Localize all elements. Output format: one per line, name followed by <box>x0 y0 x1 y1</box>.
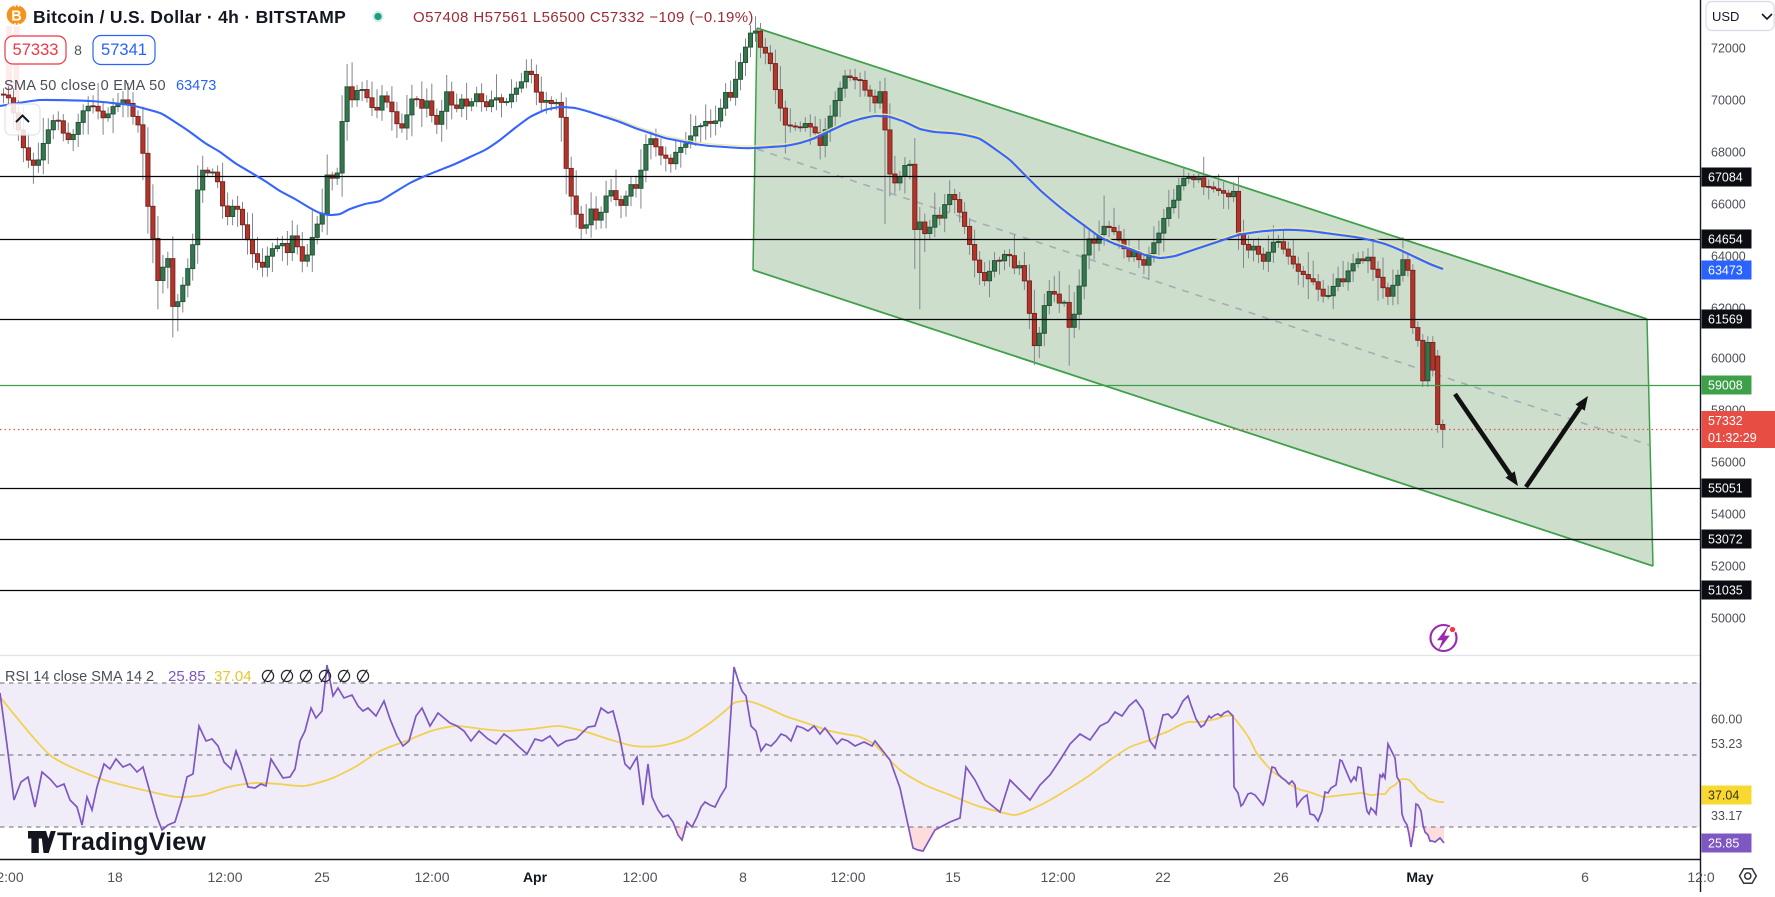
svg-text:Bitcoin / U.S. Dollar · 4h · B: Bitcoin / U.S. Dollar · 4h · BITSTAMP <box>33 7 346 27</box>
svg-text:60000: 60000 <box>1711 352 1746 366</box>
svg-text:53.23: 53.23 <box>1711 737 1742 751</box>
svg-text:26: 26 <box>1273 869 1289 885</box>
svg-text:55051: 55051 <box>1708 482 1743 496</box>
svg-text:57333: 57333 <box>13 41 59 59</box>
svg-text:60.00: 60.00 <box>1711 713 1742 727</box>
svg-text:64654: 64654 <box>1708 233 1743 247</box>
svg-text:57332: 57332 <box>1708 414 1743 428</box>
svg-text:18: 18 <box>107 869 123 885</box>
svg-text:RSI 14 close SMA 14 2: RSI 14 close SMA 14 2 <box>5 669 154 685</box>
svg-text:54000: 54000 <box>1711 508 1746 522</box>
svg-text:O57408 H57561 L56500 C57332 −1: O57408 H57561 L56500 C57332 −109 (−0.19%… <box>413 9 754 26</box>
svg-text:68000: 68000 <box>1711 146 1746 160</box>
svg-text:12:0: 12:0 <box>1687 869 1714 885</box>
svg-text:SMA 50 close 0 EMA 50: SMA 50 close 0 EMA 50 <box>4 78 166 94</box>
svg-text:72000: 72000 <box>1711 42 1746 56</box>
svg-text:33.17: 33.17 <box>1711 809 1742 823</box>
svg-text:57341: 57341 <box>101 41 147 59</box>
svg-text:B: B <box>11 9 21 25</box>
svg-text:56000: 56000 <box>1711 456 1746 470</box>
svg-text:01:32:29: 01:32:29 <box>1708 431 1757 445</box>
svg-text:51035: 51035 <box>1708 584 1743 598</box>
svg-text:8: 8 <box>74 42 82 58</box>
svg-text:2:00: 2:00 <box>0 869 24 885</box>
svg-text:53072: 53072 <box>1708 533 1743 547</box>
svg-text:12:00: 12:00 <box>1040 869 1075 885</box>
svg-text:52000: 52000 <box>1711 560 1746 574</box>
svg-text:12:00: 12:00 <box>414 869 449 885</box>
svg-text:USD: USD <box>1712 9 1739 24</box>
svg-text:12:00: 12:00 <box>622 869 657 885</box>
svg-text:TradingView: TradingView <box>57 828 206 856</box>
svg-text:37.04: 37.04 <box>1708 789 1739 803</box>
svg-text:6: 6 <box>1581 869 1589 885</box>
svg-text:25: 25 <box>314 869 330 885</box>
svg-text:63473: 63473 <box>176 78 216 94</box>
svg-text:61569: 61569 <box>1708 313 1743 327</box>
svg-text:67084: 67084 <box>1708 171 1743 185</box>
svg-text:25.85: 25.85 <box>168 668 206 685</box>
svg-text:22: 22 <box>1155 869 1171 885</box>
svg-text:66000: 66000 <box>1711 198 1746 212</box>
svg-text:50000: 50000 <box>1711 612 1746 626</box>
svg-text:12:00: 12:00 <box>830 869 865 885</box>
svg-text:70000: 70000 <box>1711 94 1746 108</box>
svg-text:May: May <box>1406 869 1433 885</box>
svg-text:37.04: 37.04 <box>214 668 252 685</box>
svg-text:Apr: Apr <box>523 869 548 885</box>
svg-text:25.85: 25.85 <box>1708 837 1739 851</box>
svg-text:15: 15 <box>945 869 961 885</box>
svg-text:63473: 63473 <box>1708 264 1743 278</box>
svg-text:12:00: 12:00 <box>207 869 242 885</box>
svg-text:8: 8 <box>739 869 747 885</box>
svg-text:59008: 59008 <box>1708 379 1743 393</box>
